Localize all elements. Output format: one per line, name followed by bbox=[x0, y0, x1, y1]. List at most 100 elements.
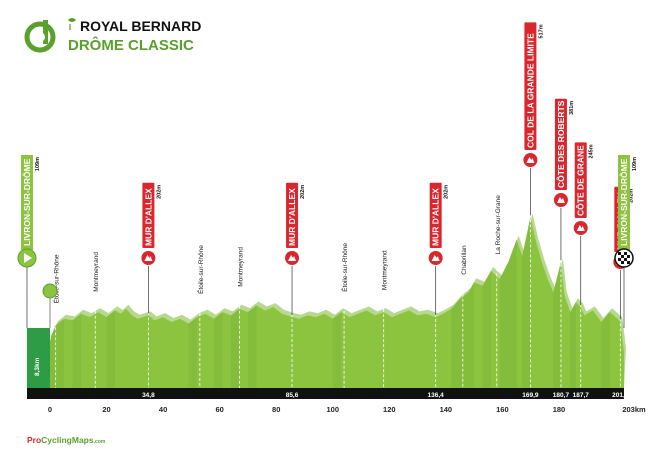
climb-km-label: 180,7 bbox=[553, 392, 570, 399]
profile-climb-shade bbox=[51, 325, 56, 388]
climb-name-banner bbox=[574, 142, 587, 218]
profile-climb-shade bbox=[460, 292, 469, 388]
checkered-flag-icon bbox=[618, 252, 621, 255]
profile-climb-shade bbox=[247, 305, 257, 388]
royal-bernard-leaf-icon bbox=[68, 18, 76, 30]
profile-climb-shade bbox=[570, 302, 576, 388]
elevation-profile: 8,3km bbox=[27, 213, 626, 388]
checkered-flag-icon bbox=[618, 258, 621, 261]
climb-name: MUR D'ALLEX bbox=[287, 188, 297, 246]
climb-name-banner bbox=[286, 182, 299, 248]
climb-altitude: 202m bbox=[628, 189, 634, 203]
climb-name: CÔTE DES ROBERTS bbox=[555, 100, 566, 188]
footer-credit: ProCyclingMaps.com bbox=[27, 435, 106, 445]
profile-area bbox=[50, 217, 624, 388]
x-tick-label: 0 bbox=[48, 405, 52, 414]
checkered-flag-icon bbox=[627, 261, 630, 264]
climb-altitude: 202m bbox=[300, 185, 306, 199]
mountain-icon bbox=[431, 255, 440, 261]
start-finish-markers: LIVRON-SUR-DRÔME 109m LIVRON-SUR-DRÔME 109m bbox=[17, 155, 638, 328]
climb-name-banner bbox=[524, 22, 537, 150]
mountain-icon bbox=[576, 225, 585, 231]
finish-name: LIVRON-SUR-DRÔME bbox=[618, 158, 629, 246]
x-tick-label: 80 bbox=[272, 405, 280, 414]
climb-name: MUR D'ALLEX bbox=[431, 188, 441, 246]
profile-climb-shade bbox=[553, 262, 561, 388]
profile-climb-shade bbox=[55, 318, 65, 388]
race-title: DRÔME CLASSIC bbox=[68, 36, 194, 54]
place-label: Chabrillan bbox=[461, 245, 468, 275]
climb-marker: CÔTE DES ROBERTS 381m bbox=[553, 98, 575, 261]
profile-climb-shade bbox=[188, 317, 197, 388]
finish-marker: LIVRON-SUR-DRÔME 109m bbox=[614, 155, 638, 328]
start-name: LIVRON-SUR-DRÔME bbox=[21, 158, 32, 246]
climb-name-banner bbox=[554, 98, 567, 190]
checkered-flag-icon bbox=[624, 252, 627, 255]
climb-km-label: 136,4 bbox=[428, 392, 445, 399]
place-label: Étoile-sur-Rhône bbox=[196, 245, 205, 294]
sprint-km-label: 8,3km bbox=[34, 357, 41, 376]
x-tick-label: 180 bbox=[553, 405, 566, 414]
checkered-flag-icon bbox=[621, 261, 624, 264]
climb-km-label: 85,6 bbox=[286, 392, 299, 399]
x-tick-label: 100 bbox=[327, 405, 340, 414]
climb-name: CÔTE DE GRANE bbox=[575, 145, 586, 216]
profile-climb-shade bbox=[508, 239, 517, 388]
footer-credit-pro: Pro bbox=[27, 435, 41, 445]
profile-climb-shade bbox=[50, 335, 52, 388]
climb-name-banner bbox=[429, 182, 442, 248]
start-marker: LIVRON-SUR-DRÔME 109m bbox=[17, 155, 58, 328]
brand-name: ROYAL BERNARD bbox=[80, 18, 201, 34]
profile-climb-shade bbox=[231, 308, 240, 388]
climb-km-label: 187,7 bbox=[573, 392, 590, 399]
profile-climb-shade bbox=[214, 312, 223, 388]
climb-km-label: 34,8 bbox=[142, 392, 155, 399]
axis-bar bbox=[27, 388, 624, 399]
checkered-flag-icon bbox=[621, 255, 624, 258]
finish-banner bbox=[618, 155, 630, 250]
climb-altitude: 202m bbox=[444, 185, 450, 199]
profile-climb-shade bbox=[522, 217, 531, 388]
profile-climb-shade bbox=[451, 298, 460, 388]
climb-altitude: 381m bbox=[569, 101, 575, 115]
footer-credit-tld: .com bbox=[94, 439, 106, 445]
climb-altitude: 202m bbox=[156, 185, 162, 199]
profile-climb-shade bbox=[72, 313, 82, 388]
profile-climb-shade bbox=[332, 312, 342, 388]
climb-km-label: 201,7 bbox=[612, 392, 629, 399]
mountain-icon bbox=[526, 157, 535, 163]
place-label: Montmeyrand bbox=[237, 247, 244, 287]
profile-climb-shade bbox=[601, 312, 610, 388]
place-label: Montmeyrand bbox=[382, 250, 389, 290]
climb-km-label: 169,9 bbox=[522, 392, 539, 399]
x-tick-label: 20 bbox=[102, 405, 110, 414]
mountain-icon bbox=[288, 255, 297, 261]
km0-badge bbox=[42, 283, 58, 299]
x-tick-label: 40 bbox=[159, 405, 167, 414]
x-tick-label: 140 bbox=[440, 405, 453, 414]
climb-altitude: 517m bbox=[538, 24, 544, 38]
x-tick-label: 160 bbox=[496, 405, 509, 414]
climb-marker: CÔTE DE GRANE 245m bbox=[573, 142, 595, 306]
distance-axis: 0 20 40 60 80 100 120 140 160 180 203km 34,8 85,6 136… bbox=[27, 388, 646, 414]
race-logo bbox=[24, 20, 56, 53]
place-label: Étoile-sur-Rhône bbox=[340, 243, 349, 292]
climb-name: MUR D'ALLEX bbox=[143, 188, 153, 246]
climb-name: COL DE LA GRANDE LIMITE bbox=[525, 33, 535, 148]
start-altitude: 109m bbox=[35, 157, 41, 171]
profile-climb-shade bbox=[482, 270, 492, 388]
checkered-flag-icon bbox=[627, 255, 630, 258]
start-zone-block bbox=[27, 328, 50, 388]
mountain-icon bbox=[556, 197, 565, 203]
profile-climb-shade bbox=[499, 262, 509, 388]
place-labels: Étoile-sur-Rhône Montmeyrand Étoile-sur-Rh… bbox=[52, 195, 502, 304]
footer-credit-maps: Maps bbox=[72, 435, 94, 445]
profile-climb-shade bbox=[106, 310, 115, 388]
checkered-flag-icon bbox=[624, 258, 627, 261]
place-label: Montmeyrand bbox=[93, 252, 100, 292]
